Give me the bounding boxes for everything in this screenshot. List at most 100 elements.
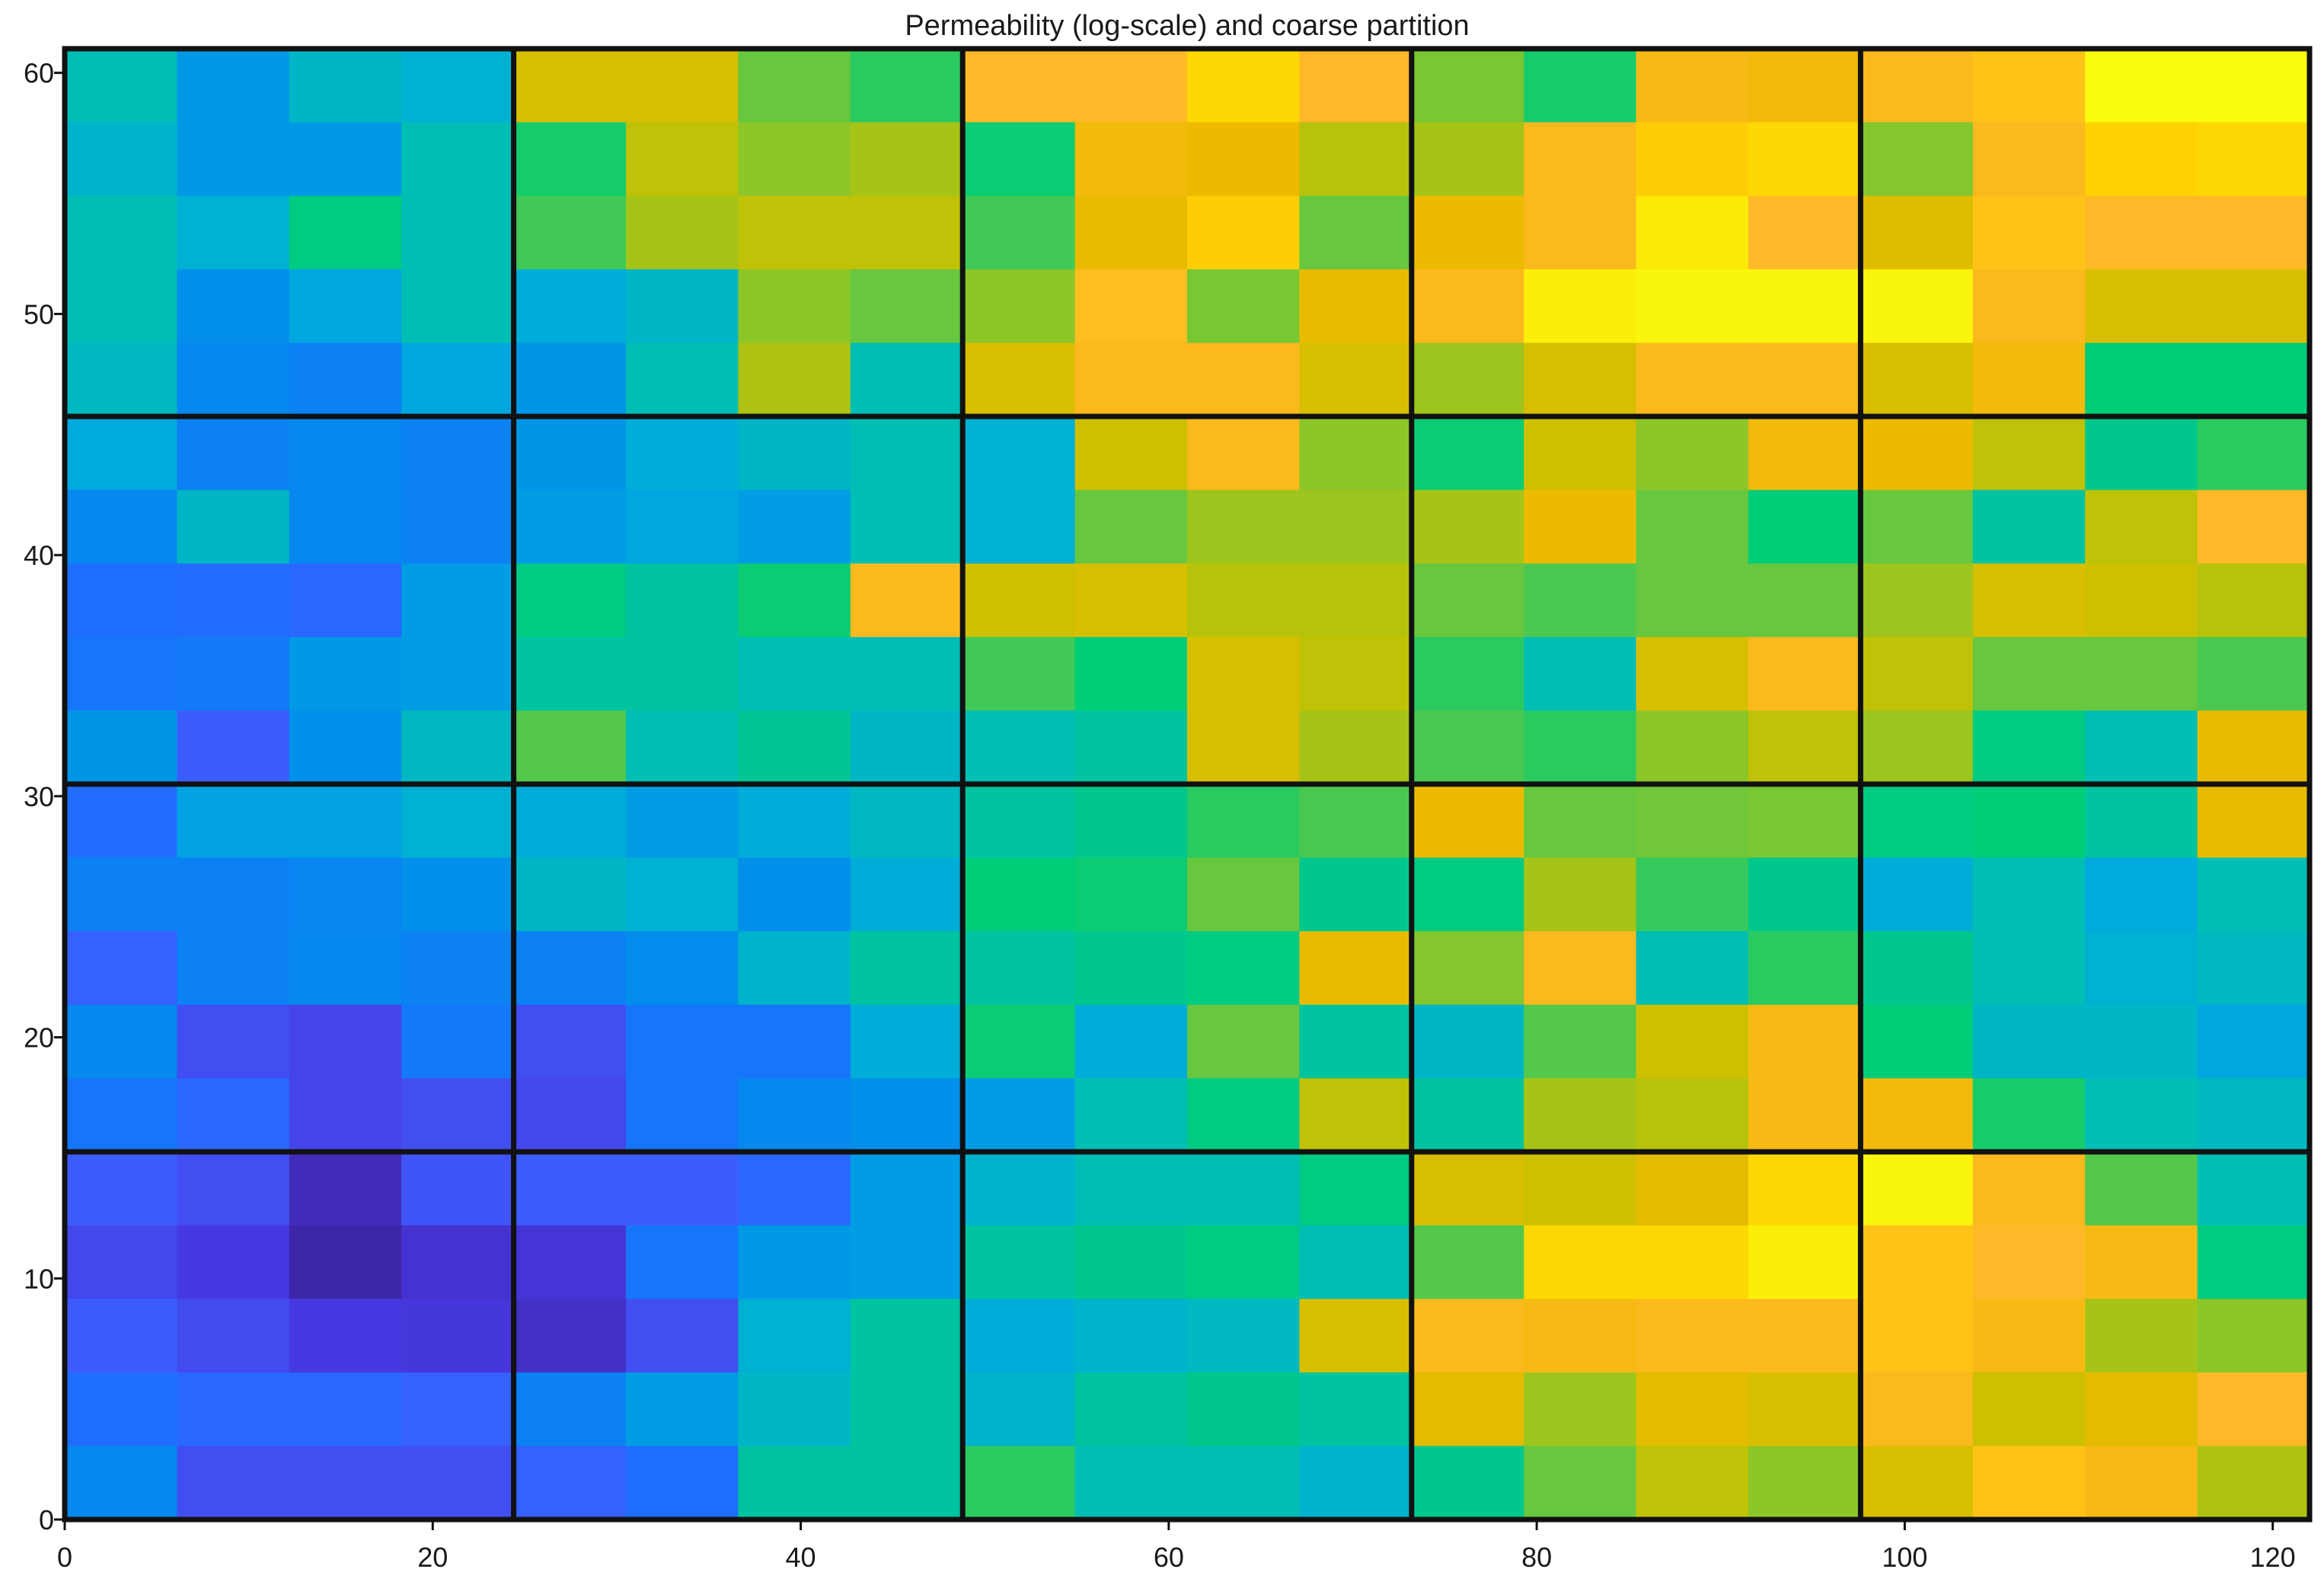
heatmap-cell (289, 416, 402, 491)
heatmap-cell (1299, 1152, 1413, 1226)
heatmap-cell (289, 857, 402, 932)
heatmap-cell (1074, 1372, 1188, 1446)
heatmap-cell (1299, 931, 1413, 1006)
heatmap-cell (65, 563, 177, 638)
heatmap-cell (2085, 122, 2198, 196)
plot-frame (62, 46, 2313, 1523)
heatmap-cell (1972, 857, 2086, 932)
y-tick-label: 60 (24, 58, 54, 89)
heatmap-cell (1748, 1004, 1861, 1079)
heatmap-cell (1972, 1004, 2086, 1079)
heatmap-cell (1411, 1446, 1524, 1520)
heatmap-cell (1972, 1446, 2086, 1520)
heatmap-cell (1748, 1225, 1861, 1300)
heatmap-cell (2197, 931, 2310, 1006)
heatmap-cell (1299, 1225, 1413, 1300)
heatmap-cell (626, 931, 739, 1006)
heatmap-cell (626, 1225, 739, 1300)
heatmap-cell (1636, 710, 1749, 785)
heatmap-cell (177, 563, 290, 638)
heatmap-cell (513, 1152, 627, 1226)
heatmap-cell (2197, 269, 2310, 343)
heatmap-cell (1299, 416, 1413, 491)
heatmap-cell (1074, 269, 1188, 343)
heatmap-cell (513, 49, 627, 123)
heatmap-cell (2197, 710, 2310, 785)
heatmap-cell (401, 1152, 515, 1226)
heatmap-cell (1187, 49, 1300, 123)
heatmap-cell (738, 343, 851, 417)
coarse-partition-lines (65, 49, 2310, 1520)
heatmap-cell (2197, 1152, 2310, 1226)
heatmap-cell (1860, 343, 1974, 417)
heatmap-cell (177, 343, 290, 417)
heatmap-cell (65, 269, 177, 343)
heatmap-cell (65, 343, 177, 417)
heatmap-cell (1074, 1004, 1188, 1079)
heatmap-cell (2197, 1225, 2310, 1300)
heatmap-cell (1636, 196, 1749, 270)
heatmap-cell (962, 269, 1076, 343)
heatmap-cell (738, 1299, 851, 1373)
heatmap-cell (1074, 931, 1188, 1006)
heatmap-cell (1074, 710, 1188, 785)
heatmap-cell (850, 49, 963, 123)
heatmap-cell (626, 1372, 739, 1446)
heatmap-cell (177, 1299, 290, 1373)
y-tick-label: 0 (39, 1504, 54, 1536)
heatmap-cell (1972, 931, 2086, 1006)
heatmap-cell (1636, 931, 1749, 1006)
heatmap-cell (1074, 49, 1188, 123)
heatmap-cell (1972, 122, 2086, 196)
heatmap-cell (289, 49, 402, 123)
heatmap-cell (2085, 49, 2198, 123)
heatmap-cell (1748, 563, 1861, 638)
heatmap-cell (2197, 1004, 2310, 1079)
heatmap-cell (289, 1152, 402, 1226)
heatmap-cell (513, 636, 627, 711)
heatmap-cell (1187, 563, 1300, 638)
heatmap-cell (513, 416, 627, 491)
heatmap-cell (1860, 49, 1974, 123)
heatmap-cell (962, 343, 1076, 417)
heatmap-cell (2197, 784, 2310, 859)
heatmap-cell (738, 1004, 851, 1079)
heatmap-cell (401, 1078, 515, 1153)
heatmap-cell (289, 636, 402, 711)
heatmap-cell (2085, 636, 2198, 711)
heatmap-cell (401, 784, 515, 859)
heatmap-cell (1524, 416, 1637, 491)
heatmap-cell (2085, 857, 2198, 932)
heatmap-cell (850, 122, 963, 196)
heatmap-cell (1860, 490, 1974, 564)
heatmap-cell (2197, 490, 2310, 564)
heatmap-cell (513, 343, 627, 417)
heatmap-cell (1636, 1225, 1749, 1300)
heatmap-cell (401, 1446, 515, 1520)
heatmap-cell (401, 122, 515, 196)
heatmap-cell (177, 1372, 290, 1446)
heatmap-cell (1748, 1299, 1861, 1373)
heatmap-cell (513, 490, 627, 564)
heatmap-cell (513, 122, 627, 196)
heatmap-cell (626, 196, 739, 270)
heatmap-cell (1074, 1225, 1188, 1300)
heatmap-cell (2197, 196, 2310, 270)
heatmap-cell (2085, 1299, 2198, 1373)
heatmap-cell (289, 1004, 402, 1079)
heatmap-cell (401, 490, 515, 564)
heatmap-cell (2197, 1446, 2310, 1520)
heatmap-cell (401, 416, 515, 491)
heatmap-cell (401, 269, 515, 343)
heatmap-cell (850, 269, 963, 343)
heatmap-cell (1636, 122, 1749, 196)
heatmap-cell (65, 1152, 177, 1226)
heatmap-cell (2085, 1078, 2198, 1153)
heatmap-cell (626, 636, 739, 711)
heatmap-cell (513, 1446, 627, 1520)
heatmap-cell (289, 1225, 402, 1300)
heatmap-cell (177, 269, 290, 343)
heatmap-cell (1411, 857, 1524, 932)
heatmap-cell (1299, 1372, 1413, 1446)
